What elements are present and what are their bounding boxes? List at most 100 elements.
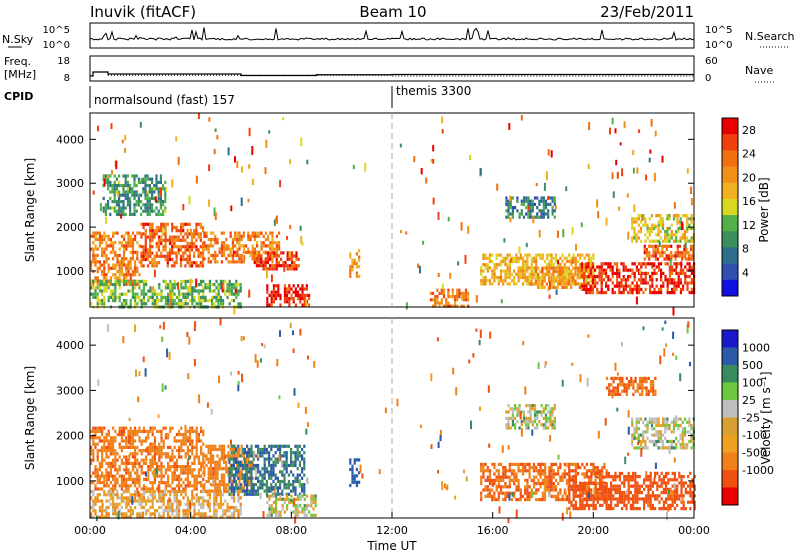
range-cell (688, 281, 691, 285)
range-cell (460, 294, 463, 301)
range-cell (517, 269, 520, 273)
range-cell (112, 489, 115, 494)
range-cell (167, 512, 170, 516)
nsearch-tick-bottom: 10^0 (705, 40, 732, 51)
range-cell (260, 247, 263, 251)
range-cell (676, 216, 679, 226)
range-cell (107, 515, 110, 519)
range-cell (583, 269, 586, 273)
range-cell (441, 116, 444, 124)
range-cell (197, 474, 200, 478)
range-cell (554, 478, 558, 482)
range-cell (90, 429, 93, 433)
range-cell (638, 262, 641, 266)
range-cell (413, 156, 416, 163)
range-cell (544, 206, 548, 210)
range-cell (517, 462, 520, 466)
range-cell (149, 468, 152, 472)
range-cell (590, 491, 593, 495)
range-cell (358, 258, 361, 262)
range-cell (171, 455, 174, 459)
range-cell (666, 236, 669, 240)
range-cell (184, 286, 187, 290)
range-cell (193, 295, 196, 299)
range-cell (153, 190, 156, 194)
range-cell (178, 512, 181, 516)
range-cell (679, 291, 682, 295)
range-cell (234, 260, 237, 264)
range-cell (270, 504, 273, 508)
range-cell (127, 502, 130, 506)
range-cell (290, 460, 293, 464)
range-cell (528, 498, 531, 502)
range-cell (190, 232, 194, 236)
range-cell (142, 299, 145, 303)
range-cell (138, 286, 141, 290)
range-cell (140, 235, 143, 239)
range-cell (175, 515, 178, 519)
range-cell (616, 171, 619, 179)
range-cell (147, 471, 150, 475)
range-cell (201, 264, 205, 268)
range-cell (175, 295, 178, 299)
range-cell (596, 482, 599, 486)
range-cell (541, 279, 544, 283)
range-cell (497, 482, 500, 486)
range-cell (576, 253, 580, 257)
range-cell (638, 291, 641, 295)
range-cell (240, 237, 243, 242)
range-cell (283, 287, 286, 291)
range-cell (120, 266, 123, 270)
range-cell (243, 460, 246, 464)
range-cell (125, 231, 128, 235)
range-cell (355, 483, 358, 488)
range-cell (265, 483, 268, 487)
range-cell (103, 302, 106, 306)
range-cell (655, 239, 658, 243)
range-cell (103, 436, 106, 440)
range-cell (142, 471, 145, 475)
range-cell (173, 515, 176, 519)
range-cell (109, 465, 112, 469)
range-cell (129, 266, 132, 270)
range-cell (162, 209, 165, 213)
range-cell (129, 187, 132, 191)
range-cell (237, 515, 240, 519)
range-cell (200, 505, 203, 510)
range-cell (550, 482, 553, 486)
range-cell (116, 458, 119, 462)
range-cell (654, 254, 657, 258)
range-cell (226, 515, 229, 519)
range-cell (209, 473, 212, 477)
range-cell (118, 286, 121, 290)
range-cell (664, 278, 667, 282)
range-cell (495, 253, 498, 257)
range-cell (123, 276, 126, 280)
range-cell (156, 487, 159, 491)
range-cell (155, 177, 158, 181)
range-cell (164, 193, 167, 197)
range-cell (92, 455, 95, 459)
range-cell (111, 200, 114, 204)
range-cell (286, 497, 289, 501)
range-cell (200, 515, 203, 519)
range-cell (661, 223, 665, 227)
range-cell (217, 295, 220, 299)
range-cell (175, 458, 178, 462)
range-cell (305, 507, 308, 511)
range-cell (203, 486, 206, 490)
range-cell (114, 484, 117, 488)
range-cell (508, 485, 511, 489)
range-cell (570, 279, 573, 283)
range-cell (286, 236, 288, 240)
range-cell (278, 244, 281, 248)
range-cell (275, 257, 278, 261)
range-cell (103, 273, 106, 277)
range-cell (509, 202, 512, 206)
range-cell (541, 478, 544, 482)
range-cell (521, 469, 525, 473)
range-cell (271, 264, 274, 268)
range-cell (303, 483, 306, 487)
range-cell (105, 286, 108, 290)
range-cell (308, 293, 311, 297)
